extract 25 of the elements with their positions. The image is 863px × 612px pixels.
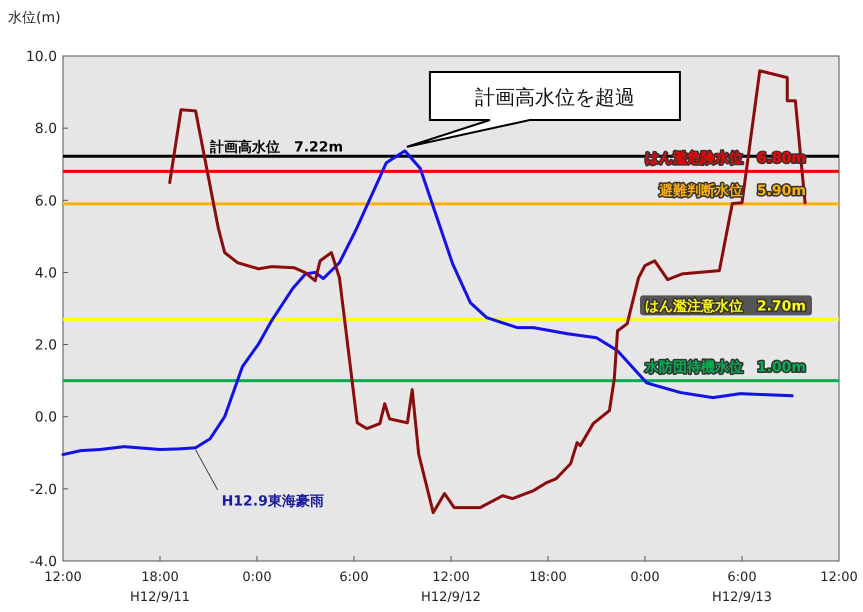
y-axis-title: 水位(m) (8, 10, 61, 26)
ref-line-label: はん濫注意水位 2.70m (644, 297, 806, 314)
annotation: 計画高水位を超過 (474, 85, 635, 109)
text: H12.9東海豪雨 (222, 494, 324, 510)
y-tick-label: 2.0 (34, 338, 57, 354)
x-tick-label: 6:00 H12/9/13 (712, 570, 772, 605)
y-tick-label: 6.0 (34, 193, 57, 210)
callout: 計画高水位を超過 (406, 71, 681, 148)
y-tick-label: 4.0 (34, 265, 57, 282)
y-tick-label: 10.0 (26, 49, 57, 65)
y-tick-label: 0.0 (34, 410, 57, 426)
x-tick-label: 18:00 H12/9/11 (130, 570, 190, 605)
x-tick-label: 0:00 (242, 570, 272, 585)
x-tick-label: 0:00 (630, 570, 660, 585)
line-series (168, 69, 807, 514)
x-tick-label: 12:00 (44, 570, 82, 585)
x-tick-label: 12:00 (820, 570, 858, 585)
ref-line-label: 計画高水位 7.22m (209, 138, 344, 156)
y-tick-label: -2.0 (30, 482, 57, 498)
x-tick-label: 6:00 (339, 570, 369, 585)
ref-line-label: 水防団待機水位 1.00m (644, 358, 806, 376)
y-tick-label: -4.0 (30, 554, 57, 570)
x-tick-label: 18:00 (529, 570, 567, 585)
x-tick-label: 12:00 H12/9/12 (421, 570, 481, 605)
y-tick-label: 8.0 (34, 121, 57, 138)
